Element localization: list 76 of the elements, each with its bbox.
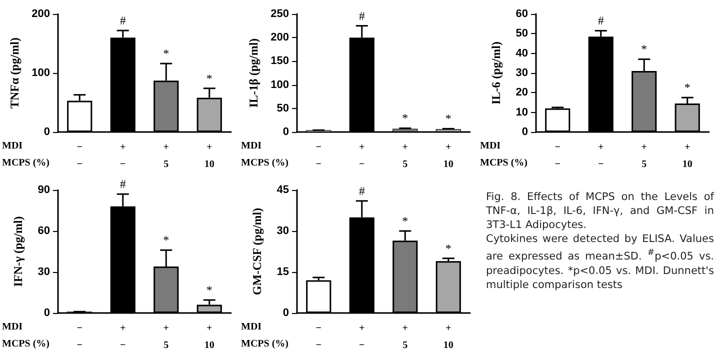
data-label: # xyxy=(120,14,126,28)
data-label: * xyxy=(402,111,408,126)
text: MDI xyxy=(2,140,23,152)
y-axis-title: IL-6 (pg/ml) xyxy=(489,41,503,104)
text: MCPS (%) xyxy=(2,338,50,350)
text: MDI xyxy=(2,322,23,332)
x-tick-label: + 5 xyxy=(402,323,408,351)
y-axis-title: TNFα (pg/ml) xyxy=(8,37,22,109)
y-tick-label: 200 xyxy=(32,8,50,20)
y-tick-label: 0 xyxy=(282,307,289,319)
y-tick-label: 20 xyxy=(516,86,528,99)
data-label: * xyxy=(684,80,690,95)
x-tick-label: + 10 xyxy=(204,323,214,351)
x-tick-label: + − xyxy=(359,323,366,351)
x-tick-label: + 5 xyxy=(163,323,170,351)
x-tick-label: + 10 xyxy=(682,142,692,170)
text: MCPS (%) xyxy=(480,158,528,168)
x-tick-label: − − xyxy=(554,142,561,170)
text: MCPS (%) xyxy=(241,338,288,350)
y-tick-label: 150 xyxy=(270,55,289,68)
y-tick-label: 0 xyxy=(44,307,50,319)
data-label: # xyxy=(358,8,365,23)
y-axis-title: IFN-γ (pg/ml) xyxy=(11,216,25,287)
text: Cytokines were detected by ELISA. Values are expressed as mean±SD. $^{#}$p<0.05 vs. preadipocytes. *p<0.05 vs. MDI. Dunnett's multiple comparison tests xyxy=(486,232,714,292)
x-tick-label: − − xyxy=(76,323,83,351)
y-axis-title: GM-CSF (pg/ml) xyxy=(250,208,264,296)
data-label: * xyxy=(445,241,452,256)
text: MDI xyxy=(480,140,501,152)
x-tick-label: + 5 xyxy=(163,142,170,170)
y-axis-title: IL-1β (pg/ml) xyxy=(246,38,261,108)
y-tick-label: 250 xyxy=(270,8,289,20)
x-tick-label: + 10 xyxy=(443,323,454,351)
text: MCPS (%) xyxy=(241,158,288,168)
x-tick-label: + − xyxy=(359,142,366,170)
y-tick-label: 40 xyxy=(516,47,528,60)
data-label: # xyxy=(358,184,365,198)
data-label: * xyxy=(402,214,408,228)
data-label: * xyxy=(206,283,212,298)
y-tick-label: 60 xyxy=(516,8,528,20)
x-tick-label: + 10 xyxy=(204,142,214,170)
x-tick-label: + − xyxy=(120,142,126,170)
y-tick-label: 50 xyxy=(276,102,289,114)
data-label: * xyxy=(163,233,170,248)
data-label: # xyxy=(598,14,604,28)
text: MDI xyxy=(241,322,262,332)
y-tick-label: 200 xyxy=(270,32,289,44)
text: Fig. 8. Effects of MCPS on the Levels of TNF-α, IL-1β, IL-6, IFN-γ, and GM-CSF in 3T3-L1 Adipocytes. xyxy=(486,190,714,232)
x-tick-label: − − xyxy=(316,142,322,170)
y-tick-label: 0 xyxy=(282,126,289,138)
y-tick-label: 100 xyxy=(32,67,50,79)
x-tick-label: + − xyxy=(120,323,126,351)
data-label: * xyxy=(206,71,212,86)
x-tick-label: + 5 xyxy=(641,142,648,170)
data-label: # xyxy=(120,177,126,192)
text: MCPS (%) xyxy=(2,158,50,168)
y-tick-label: 30 xyxy=(38,266,50,278)
y-tick-label: 0 xyxy=(522,126,528,138)
x-tick-label: + 10 xyxy=(443,142,454,170)
x-tick-label: + 5 xyxy=(402,142,408,170)
y-tick-label: 30 xyxy=(516,67,528,79)
y-tick-label: 30 xyxy=(276,225,289,237)
y-tick-label: 100 xyxy=(270,78,289,91)
x-tick-label: − − xyxy=(316,323,322,351)
y-tick-label: 45 xyxy=(276,184,289,196)
x-tick-label: + − xyxy=(598,142,604,170)
y-tick-label: 0 xyxy=(44,126,50,138)
data-label: * xyxy=(445,112,452,126)
y-tick-label: 10 xyxy=(516,106,528,118)
y-tick-label: 60 xyxy=(38,225,50,237)
y-tick-label: 15 xyxy=(276,266,289,278)
y-tick-label: 90 xyxy=(38,184,50,196)
data-label: * xyxy=(641,42,648,56)
text: MDI xyxy=(241,140,262,152)
y-tick-label: 50 xyxy=(516,28,528,40)
data-label: * xyxy=(163,46,170,61)
x-tick-label: − − xyxy=(76,142,83,170)
